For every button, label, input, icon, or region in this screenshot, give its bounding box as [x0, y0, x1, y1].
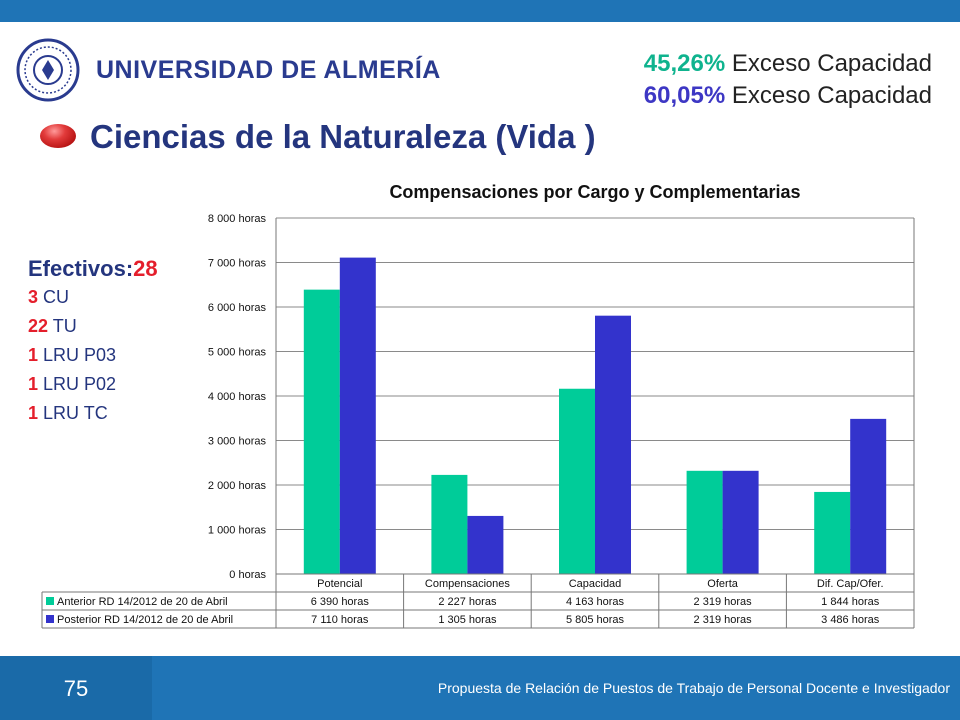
top-bar	[0, 0, 960, 22]
bar	[814, 491, 851, 574]
legend-swatch	[46, 597, 54, 605]
x-category-label: Compensaciones	[425, 578, 510, 590]
legend-series-name: Posterior RD 14/2012 de 20 de Abril	[57, 614, 233, 626]
university-seal-icon	[16, 38, 80, 102]
data-label: 7 110 horas	[311, 614, 369, 626]
data-label: 1 305 horas	[438, 614, 497, 626]
slide-title: Ciencias de la Naturaleza (Vida )	[90, 118, 596, 155]
data-label: 3 486 horas	[821, 614, 880, 626]
bar	[559, 388, 595, 574]
y-tick-label: 8 000 horas	[208, 213, 267, 225]
staff-item: 3 CU	[28, 287, 70, 307]
staff-summary: Efectivos:28 3 CU 22 TU 1 LRU P03 1 LRU …	[28, 254, 158, 428]
y-tick-label: 4 000 horas	[208, 391, 267, 403]
staff-total: 28	[133, 256, 158, 281]
data-label: 1 844 horas	[821, 596, 880, 608]
y-tick-label: 6 000 horas	[208, 302, 267, 314]
data-label: 2 319 horas	[694, 614, 753, 626]
bar	[303, 289, 340, 574]
x-category-label: Oferta	[707, 578, 738, 590]
university-name: UNIVERSIDAD DE ALMERÍA	[96, 56, 441, 84]
bar	[850, 418, 887, 574]
legend-series-name: Anterior RD 14/2012 de 20 de Abril	[57, 596, 228, 608]
y-tick-label: 7 000 horas	[208, 258, 267, 270]
excess-capacity-1: 45,26% Exceso Capacidad	[644, 50, 932, 78]
excess-capacity-2-label: Exceso Capacidad	[725, 82, 932, 109]
data-label: 2 319 horas	[694, 596, 753, 608]
x-category-label: Capacidad	[569, 578, 622, 590]
bar	[339, 257, 376, 574]
y-tick-label: 5 000 horas	[208, 347, 267, 359]
bar	[467, 515, 504, 574]
x-category-label: Potencial	[317, 578, 362, 590]
bar-chart: Compensaciones por Cargo y Complementari…	[41, 182, 915, 629]
footer-text: Propuesta de Relación de Puestos de Trab…	[437, 680, 950, 696]
chart-title: Compensaciones por Cargo y Complementari…	[389, 182, 800, 202]
excess-capacity-1-label: Exceso Capacidad	[725, 50, 932, 77]
staff-item: 22 TU	[28, 316, 77, 336]
excess-capacity-1-pct: 45,26%	[643, 50, 726, 77]
y-tick-label: 0 horas	[229, 569, 266, 581]
data-label: 5 805 horas	[566, 614, 625, 626]
data-label: 4 163 horas	[566, 596, 625, 608]
bar	[686, 470, 723, 574]
data-label: 2 227 horas	[438, 596, 497, 608]
staff-item: 1 LRU TC	[28, 403, 108, 423]
staff-item: 1 LRU P02	[28, 374, 117, 394]
red-bullet-icon	[40, 124, 76, 148]
legend-swatch	[46, 615, 54, 623]
y-tick-label: 1 000 horas	[208, 525, 267, 537]
excess-capacity-2-pct: 60,05%	[643, 82, 726, 109]
x-category-label: Dif. Cap/Ofer.	[817, 578, 884, 590]
page-number: 75	[63, 676, 89, 701]
bar	[431, 474, 468, 574]
y-tick-label: 2 000 horas	[208, 480, 267, 492]
data-label: 6 390 horas	[311, 596, 370, 608]
y-tick-label: 3 000 horas	[208, 436, 267, 448]
bottom-bar	[0, 656, 960, 720]
excess-capacity-2: 60,05% Exceso Capacidad	[644, 82, 932, 110]
page-number-box	[0, 656, 152, 720]
staff-heading: Efectivos:	[28, 256, 134, 281]
bar	[595, 315, 631, 574]
staff-item: 1 LRU P03	[28, 345, 117, 365]
bar	[722, 470, 759, 574]
